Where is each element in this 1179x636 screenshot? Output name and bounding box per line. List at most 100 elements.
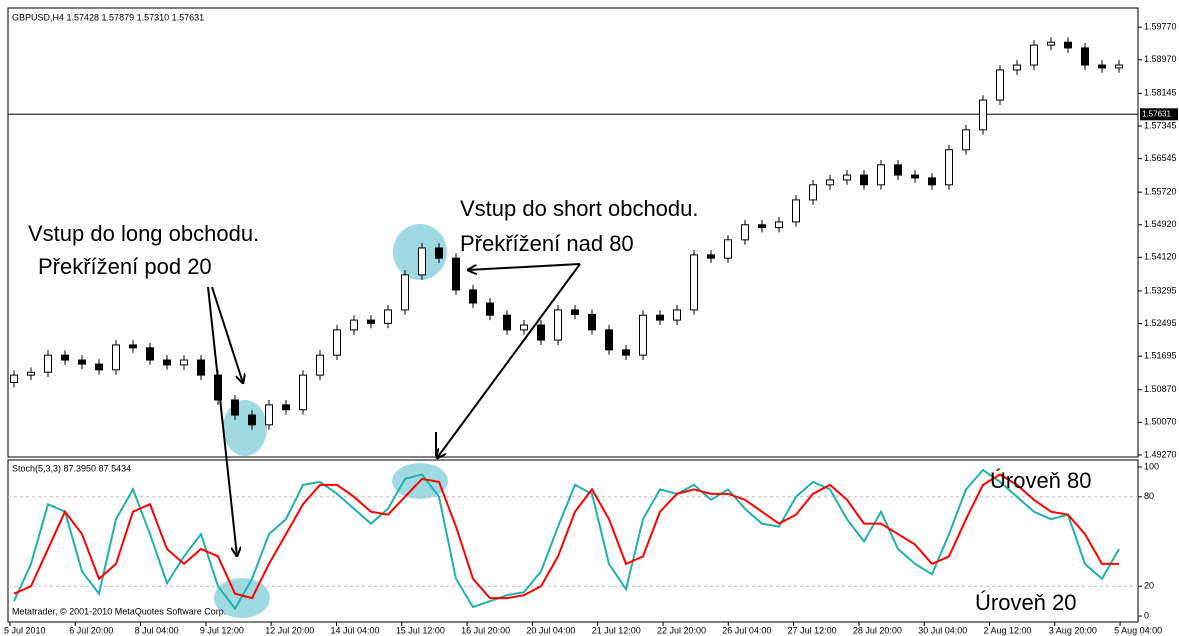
x-tick-label: 22 Jul 20:00 [657, 625, 706, 635]
candle-body [486, 302, 494, 316]
candle-body [571, 309, 579, 315]
annotation: Úroveň 20 [975, 590, 1077, 615]
x-tick-label: 15 Jul 12:00 [396, 625, 445, 635]
candle-body [775, 221, 783, 229]
highlight [223, 400, 267, 456]
candle-body [1030, 44, 1038, 66]
candle-body [27, 371, 35, 376]
x-tick-label: 5 Jul 2010 [4, 625, 46, 635]
y-tick-label: 1.50870 [1144, 384, 1177, 394]
y-tick-label: 1.52495 [1144, 318, 1177, 328]
candle-body [741, 224, 749, 241]
arrow [468, 263, 581, 270]
y-tick-label: 1.51695 [1144, 351, 1177, 361]
candle-body [1064, 41, 1072, 49]
annotation: Vstup do long obchodu. [28, 221, 259, 246]
candle-body [316, 354, 324, 376]
y-tick-label: 100 [1144, 461, 1159, 471]
candle-body [350, 319, 358, 331]
candle-body [435, 247, 443, 259]
candle-body [401, 274, 409, 311]
candle-body [112, 344, 120, 371]
x-tick-label: 8 Jul 04:00 [135, 625, 179, 635]
x-tick-label: 6 Jul 20:00 [69, 625, 113, 635]
stoch-panel [7, 459, 1139, 623]
candle-body [605, 329, 613, 351]
y-tick-label: 1.56545 [1144, 153, 1177, 163]
candle-body [10, 374, 18, 383]
x-tick-label: 20 Jul 04:00 [526, 625, 575, 635]
candle-body [537, 324, 545, 341]
candle-body [792, 199, 800, 223]
arrow [211, 286, 243, 383]
copyright: Metatrader, © 2001-2010 MetaQuotes Softw… [12, 606, 226, 616]
last-price-box [1140, 108, 1178, 121]
x-tick-label: 27 Jul 12:00 [788, 625, 837, 635]
annotation: Vstup do short obchodu. [460, 196, 699, 221]
x-tick-label: 3 Aug 20:00 [1049, 625, 1097, 635]
stoch-line [13, 468, 1120, 611]
candle-body [656, 314, 664, 321]
arrow [207, 286, 237, 556]
candle-body [1098, 64, 1106, 69]
candle-body [826, 179, 834, 186]
x-tick-label: 16 Jul 20:00 [461, 625, 510, 635]
candle-body [894, 164, 902, 176]
candle-body [418, 247, 426, 276]
x-tick-label: 26 Jul 04:00 [722, 625, 771, 635]
x-tick-label: 9 Jul 12:00 [200, 625, 244, 635]
candle-body [690, 254, 698, 311]
candle-body [911, 174, 919, 179]
candle-body [520, 324, 528, 331]
candle-body [928, 177, 936, 186]
candle-body [163, 359, 171, 366]
candle-body [333, 329, 341, 356]
candle-body [265, 404, 273, 426]
last-price-label: 1.57631 [1142, 109, 1171, 118]
candle-body [78, 359, 86, 365]
candle-body [639, 314, 647, 356]
y-tick-label: 1.54920 [1144, 219, 1177, 229]
candle-body [622, 349, 630, 356]
candle-body [1047, 41, 1055, 46]
candle-body [1013, 64, 1021, 71]
candle-body [707, 254, 715, 259]
y-tick-label: 1.49270 [1144, 449, 1177, 459]
annotation: Překřížení nad 80 [460, 231, 634, 256]
indicator-title: Stoch(5,3,3) 87.3950 87.5434 [12, 463, 131, 473]
candle-body [1081, 47, 1089, 66]
candle-body [554, 309, 562, 341]
candle-body [299, 374, 307, 411]
candle-body [809, 184, 817, 201]
candle-body [248, 414, 256, 426]
y-tick-label: 1.53295 [1144, 285, 1177, 295]
y-tick-label: 1.55720 [1144, 187, 1177, 197]
candle-body [282, 404, 290, 411]
annotation: Úroveň 80 [990, 468, 1092, 493]
x-tick-label: 21 Jul 12:00 [592, 625, 641, 635]
y-tick-label: 1.54120 [1144, 252, 1177, 262]
candle-body [44, 354, 52, 373]
candle-body [877, 164, 885, 186]
arrow [437, 263, 581, 458]
y-tick-label: 80 [1144, 491, 1154, 501]
candle-body [588, 313, 596, 331]
candle-body [673, 309, 681, 321]
y-tick-label: 1.59770 [1144, 22, 1177, 32]
y-tick-label: 1.58145 [1144, 88, 1177, 98]
candle-body [758, 224, 766, 229]
candle-body [146, 347, 154, 361]
candle-body [129, 344, 137, 349]
arrows [207, 263, 581, 556]
candle-body [367, 319, 375, 324]
candle-body [180, 359, 188, 366]
candle-body [503, 314, 511, 331]
candle-body [860, 174, 868, 186]
candle-body [384, 309, 392, 324]
y-tick-label: 1.58970 [1144, 54, 1177, 64]
candle-body [1115, 64, 1123, 69]
candle-body [469, 289, 477, 304]
chart-title: GBPUSD,H4 1.57428 1.57879 1.57310 1.5763… [12, 12, 204, 22]
